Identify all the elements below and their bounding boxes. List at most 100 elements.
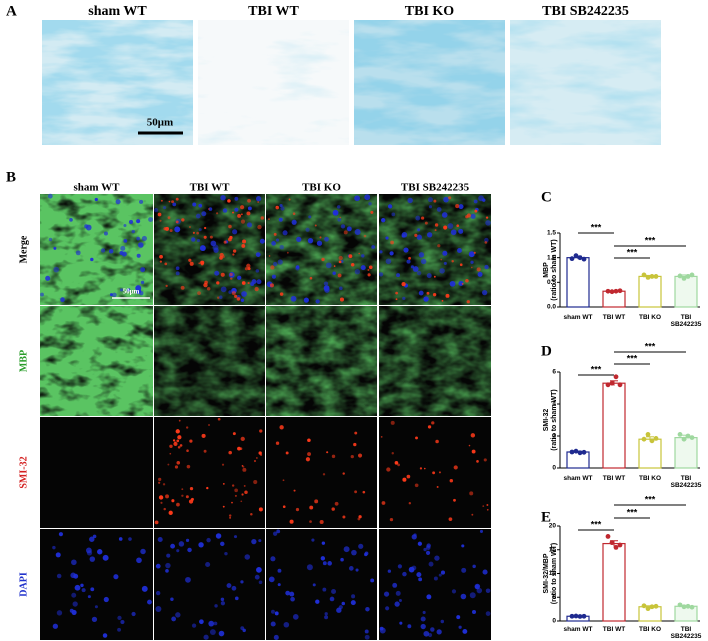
cell-signal	[358, 252, 360, 255]
cell-signal	[81, 588, 86, 593]
cell-signal	[402, 477, 407, 482]
cell-signal	[389, 517, 394, 522]
cell-signal	[155, 605, 162, 612]
cell-signal	[246, 211, 251, 216]
cell-signal	[290, 295, 297, 302]
data-point	[581, 613, 587, 619]
cell-signal	[220, 286, 227, 293]
significance-label: ***	[645, 494, 656, 504]
cell-signal	[438, 573, 442, 577]
cell-signal	[383, 591, 390, 597]
cell-signal	[279, 425, 284, 430]
column-header: sham WT	[74, 182, 121, 194]
cell-signal	[418, 252, 425, 258]
cell-signal	[241, 465, 244, 467]
cell-signal	[185, 495, 189, 499]
cell-signal	[428, 561, 434, 567]
cell-signal	[476, 267, 481, 272]
cell-signal	[259, 429, 263, 433]
cell-signal	[456, 615, 461, 620]
cell-signal	[272, 531, 278, 536]
y-tick-label: 1.5	[547, 230, 556, 237]
cell-signal	[203, 282, 208, 288]
cell-signal	[222, 208, 228, 213]
cell-signal	[427, 197, 433, 203]
mbp-signal	[266, 194, 377, 305]
cell-signal	[198, 203, 203, 208]
cell-signal	[471, 609, 477, 614]
cell-signal	[222, 505, 225, 508]
cell-signal	[253, 459, 257, 463]
cell-signal	[257, 201, 260, 203]
cell-signal	[368, 201, 372, 206]
cell-signal	[244, 490, 248, 494]
cell-signal	[288, 198, 291, 201]
cell-signal	[168, 200, 171, 203]
y-tick-label: 0.0	[547, 304, 556, 311]
cell-signal	[387, 204, 393, 209]
cell-signal	[90, 587, 95, 592]
cell-signal	[461, 567, 467, 573]
cell-signal	[273, 634, 279, 640]
data-point	[641, 436, 647, 442]
cell-signal	[247, 281, 250, 285]
cell-signal	[394, 601, 400, 607]
cell-signal	[289, 519, 294, 524]
cell-signal	[319, 519, 324, 525]
cell-signal	[305, 457, 311, 462]
cell-signal	[432, 292, 437, 297]
cell-signal	[286, 251, 289, 254]
cell-signal	[175, 220, 179, 224]
cell-signal	[175, 271, 180, 276]
cell-signal	[272, 261, 278, 267]
cell-signal	[221, 463, 225, 466]
cell-signal	[71, 592, 77, 598]
cell-signal	[257, 224, 262, 230]
cell-signal	[445, 293, 450, 298]
cell-signal	[434, 555, 440, 561]
cell-signal	[380, 435, 383, 438]
cell-signal	[291, 219, 297, 225]
cell-signal	[217, 417, 221, 421]
cell-signal	[214, 270, 220, 276]
cell-signal	[220, 541, 225, 547]
cell-signal	[254, 574, 260, 580]
cell-signal	[407, 197, 413, 204]
cell-signal	[482, 569, 488, 575]
cell-signal	[271, 274, 276, 279]
cell-signal	[214, 604, 218, 608]
cell-signal	[402, 296, 406, 300]
cell-signal	[139, 199, 144, 204]
cell-signal	[350, 262, 355, 267]
cell-signal	[176, 439, 180, 443]
micrograph-texture	[354, 20, 505, 145]
cell-signal	[391, 452, 394, 455]
cell-signal	[338, 260, 342, 264]
cell-signal	[321, 257, 325, 262]
x-tick-label: sham WT	[563, 626, 593, 633]
cell-signal	[196, 238, 201, 243]
cell-signal	[246, 263, 251, 269]
cell-signal	[271, 241, 276, 246]
cell-signal	[270, 609, 275, 614]
x-tick-label: TBI WT	[602, 626, 626, 633]
cell-signal	[165, 562, 171, 569]
cell-signal	[177, 445, 181, 449]
panel-label: D	[541, 343, 552, 359]
cell-signal	[411, 565, 417, 571]
cell-signal	[181, 488, 184, 491]
cell-signal	[160, 199, 163, 202]
cell-signal	[387, 569, 392, 573]
cell-signal	[332, 209, 339, 216]
y-tick-label: 10	[549, 570, 557, 577]
cell-signal	[40, 292, 44, 297]
x-tick-label: TBI KO	[638, 626, 662, 633]
significance-label: ***	[627, 353, 638, 363]
data-point	[641, 272, 647, 278]
cell-signal	[414, 233, 418, 237]
cell-signal	[218, 630, 225, 637]
y-tick-label: 2	[552, 433, 556, 440]
data-point	[685, 433, 691, 439]
cell-signal	[469, 491, 474, 496]
data-point	[569, 256, 575, 262]
